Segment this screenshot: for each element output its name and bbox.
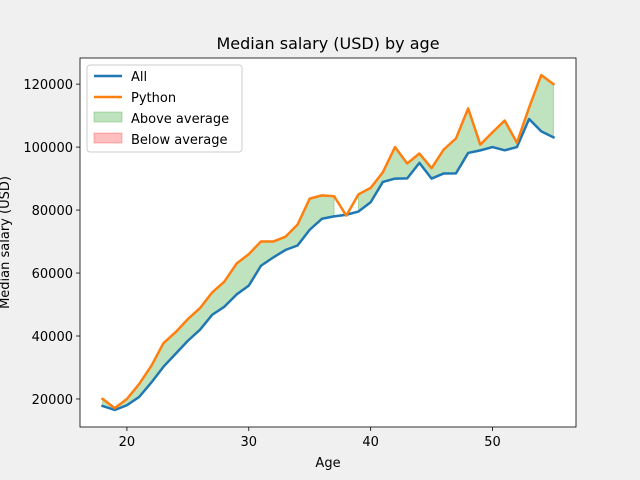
x-axis-label: Age [315, 456, 340, 471]
x-tick-label: 40 [362, 435, 379, 450]
legend-swatch-above-average [93, 111, 123, 123]
legend-box [86, 64, 243, 153]
series-line-python [100, 73, 556, 410]
y-tick-label: 20000 [32, 393, 73, 408]
legend-label-python: Python [131, 91, 176, 106]
y-axis-ticks: 20000 40000 60000 80000 100000 120000 [23, 78, 80, 408]
y-tick-label: 60000 [32, 267, 73, 282]
legend-swatch-below-average [93, 132, 123, 144]
x-tick-label: 50 [484, 435, 501, 450]
legend-label-below-average: Below average [131, 133, 227, 148]
chart-title: Median salary (USD) by age [216, 34, 439, 53]
series-lines [100, 73, 556, 412]
x-tick-label: 20 [119, 435, 136, 450]
y-axis-label: Median salary (USD) [0, 176, 13, 309]
x-tick-label: 30 [241, 435, 258, 450]
y-tick-label: 80000 [32, 204, 73, 219]
series-line-all [100, 117, 556, 412]
legend: All Python Above average Below average [86, 64, 243, 153]
plot-frame [79, 57, 577, 428]
x-axis-ticks: 20 30 40 50 [119, 427, 501, 450]
y-tick-label: 120000 [23, 78, 73, 93]
legend-label-above-average: Above average [131, 112, 229, 127]
legend-label-all: All [131, 70, 147, 85]
y-tick-label: 100000 [23, 141, 73, 156]
y-tick-label: 40000 [32, 330, 73, 345]
